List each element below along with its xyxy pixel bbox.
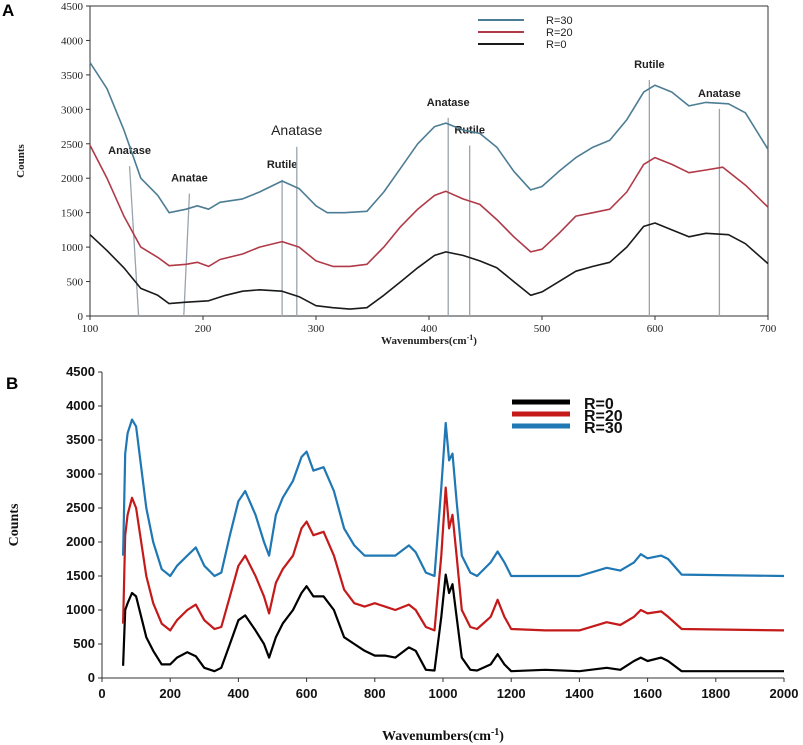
y-tick-label: 1000 [61, 242, 84, 254]
annotation-label: Anatase [108, 145, 151, 157]
annotation-label: Anatase [271, 122, 323, 138]
x-tick-label: 700 [760, 323, 777, 335]
y-tick-label: 4500 [66, 364, 95, 379]
legend-label: R=0 [584, 396, 614, 413]
y-tick-label: 4000 [66, 398, 95, 413]
y-tick-label: 2500 [61, 139, 84, 151]
x-tick-label: 1600 [633, 686, 662, 701]
x-axis-label: Wavenumbers(cm-1) [381, 333, 477, 348]
x-tick-label: 500 [534, 323, 551, 335]
x-tick-label: 800 [364, 686, 386, 701]
y-tick-label: 0 [88, 670, 95, 685]
series-line-r20 [122, 486, 785, 632]
y-tick-label: 3500 [66, 432, 95, 447]
y-tick-label: 1500 [66, 568, 95, 583]
x-tick-label: 200 [195, 323, 212, 335]
panel-a: A 0 500 1000 1500 2000 2500 3000 3500 4000 4500 100… [2, 1, 777, 347]
panel-b: B 0 500 1000 1500 2000 2500 3000 3500 4000 4500 0 20… [6, 364, 798, 744]
panel-label-a: A [2, 1, 14, 20]
y-tick-label: 2000 [66, 534, 95, 549]
y-tick-label: 500 [67, 277, 84, 289]
annotation-label: Rutile [267, 159, 298, 171]
y-tick-label: 3000 [61, 104, 84, 116]
x-tick-label: 400 [228, 686, 250, 701]
y-tick-label: 1500 [61, 208, 84, 220]
annotation-guide-line [128, 166, 140, 317]
y-tick-label: 0 [78, 311, 84, 323]
legend-label: R=30 [546, 15, 573, 27]
annotation-label: Anatae [171, 173, 208, 185]
panel-label-b: B [6, 374, 18, 393]
annotation-label: Anatase [427, 97, 470, 109]
y-tick-label: 3500 [61, 70, 84, 82]
x-tick-label: 0 [98, 686, 105, 701]
y-tick-label: 3000 [66, 466, 95, 481]
y-tick-label: 4500 [61, 1, 84, 13]
x-tick-label: 600 [296, 686, 318, 701]
x-tick-label: 1800 [701, 686, 730, 701]
y-tick-label: 1000 [66, 602, 95, 617]
y-axis-label: Counts [15, 143, 27, 177]
x-tick-label: 100 [82, 323, 99, 335]
series-line-r20 [89, 144, 769, 268]
series-line-r0 [89, 222, 769, 310]
x-tick-label: 400 [421, 323, 438, 335]
legend-label: R=20 [546, 27, 573, 39]
x-axis-label: Wavenumbers(cm-1) [382, 727, 504, 745]
legend-label: R=0 [546, 39, 567, 51]
x-tick-label: 1400 [565, 686, 594, 701]
x-tick-label: 1200 [497, 686, 526, 701]
y-tick-label: 2000 [61, 173, 84, 185]
y-tick-label: 4000 [61, 35, 84, 47]
x-tick-label: 300 [308, 323, 325, 335]
y-axis-label: Counts [7, 503, 22, 546]
y-tick-label: 500 [73, 636, 95, 651]
x-tick-label: 600 [647, 323, 664, 335]
series-line-r30 [89, 62, 769, 214]
annotation-label: Rutile [634, 59, 665, 71]
legend-label: R=30 [584, 420, 623, 437]
x-tick-label: 200 [159, 686, 181, 701]
x-tick-label: 1000 [429, 686, 458, 701]
series-line-r0 [122, 573, 784, 673]
series-line-r30 [122, 418, 785, 578]
annotation-guide-line [183, 193, 191, 317]
x-tick-label: 2000 [770, 686, 799, 701]
legend-label: R=20 [584, 408, 623, 425]
y-tick-label: 2500 [66, 500, 95, 515]
annotation-label: Anatase [698, 88, 741, 100]
